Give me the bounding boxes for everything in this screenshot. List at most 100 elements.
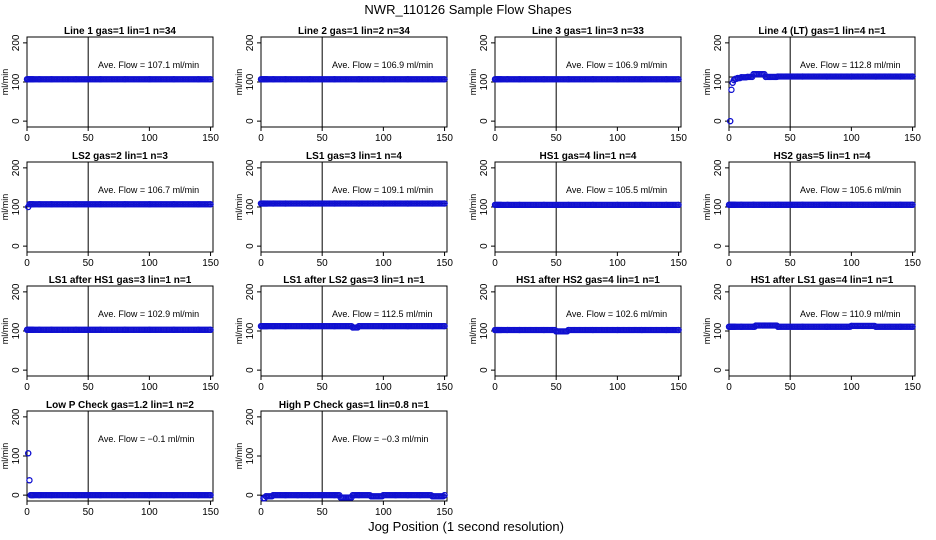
data-point xyxy=(614,201,621,208)
data-point xyxy=(331,491,338,499)
average-flow-annotation: Ave. Flow = 106.9 ml/min xyxy=(566,60,667,70)
data-point xyxy=(589,201,597,208)
data-point xyxy=(675,76,682,83)
y-tick-label: 0 xyxy=(479,367,490,373)
data-point xyxy=(774,73,782,80)
chart-panel-14: High P Check gas=1 lin=0.8 n=1 0 50 100 150 0… xyxy=(234,400,453,518)
data-point xyxy=(36,76,43,83)
data-point xyxy=(774,201,782,208)
data-point xyxy=(589,76,597,83)
data-point xyxy=(897,201,904,208)
chart-panel-6: LS1 gas=3 lin=1 n=4 0 50 100 150 0 100 200 ml/mi… xyxy=(234,151,453,269)
y-tick-label: 200 xyxy=(245,159,256,176)
data-point xyxy=(750,201,757,208)
data-point xyxy=(731,201,739,208)
x-tick-label: 150 xyxy=(436,382,453,393)
panel-grid: Line 1 gas=1 lin=1 n=34 0 50 100 150 0 100 200 m… xyxy=(0,26,921,518)
data-point xyxy=(207,326,214,333)
data-point xyxy=(738,323,745,330)
data-point xyxy=(282,322,289,330)
x-tick-label: 150 xyxy=(904,258,921,269)
x-tick-label: 0 xyxy=(24,507,30,518)
data-point xyxy=(349,491,356,499)
x-tick-label: 150 xyxy=(670,258,687,269)
data-point xyxy=(404,200,411,207)
data-point xyxy=(728,86,735,93)
average-flow-annotation: Ave. Flow = 110.9 ml/min xyxy=(800,309,900,319)
data-point xyxy=(734,74,741,82)
x-tick-label: 150 xyxy=(670,133,687,144)
chart-panel-9: LS1 after HS1 gas=3 lin=1 n=1 0 50 100 150 0 1… xyxy=(0,275,219,393)
data-point xyxy=(121,326,129,333)
y-axis-label: ml/min xyxy=(0,443,10,470)
data-point xyxy=(731,323,739,330)
data-point xyxy=(262,493,270,500)
data-point xyxy=(355,491,363,499)
panel-title: LS1 gas=3 lin=1 n=4 xyxy=(306,151,402,162)
data-point xyxy=(349,324,356,331)
data-point xyxy=(97,326,104,333)
data-point xyxy=(504,76,511,83)
average-flow-annotation: Ave. Flow = 112.8 ml/min xyxy=(800,60,900,70)
data-point xyxy=(565,201,572,208)
data-point xyxy=(404,491,411,499)
data-point xyxy=(441,322,448,330)
x-tick-label: 100 xyxy=(609,133,626,144)
x-tick-label: 50 xyxy=(83,382,95,393)
data-point xyxy=(97,76,104,83)
data-point xyxy=(36,326,43,333)
data-point xyxy=(270,322,277,330)
y-tick-label: 0 xyxy=(245,118,256,124)
x-tick-label: 150 xyxy=(436,258,453,269)
x-tick-label: 50 xyxy=(83,133,95,144)
chart-panel-10: LS1 after LS2 gas=3 lin=1 n=1 0 50 100 150 0 1… xyxy=(234,275,453,393)
y-tick-label: 200 xyxy=(11,408,22,425)
chart-panel-13: Low P Check gas=1.2 lin=1 n=2 0 50 100 150 0 1… xyxy=(0,400,219,518)
panel-title: HS1 after HS2 gas=4 lin=1 n=1 xyxy=(516,275,660,286)
y-tick-label: 100 xyxy=(479,198,490,215)
data-point xyxy=(429,200,436,207)
data-point xyxy=(392,491,399,499)
data-point xyxy=(306,322,314,330)
x-tick-label: 50 xyxy=(83,258,95,269)
x-tick-label: 0 xyxy=(492,382,498,393)
y-tick-label: 100 xyxy=(245,73,256,90)
y-tick-label: 200 xyxy=(11,34,22,51)
y-tick-label: 100 xyxy=(479,73,490,90)
y-axis-label: ml/min xyxy=(702,318,712,345)
average-flow-annotation: Ave. Flow = 106.9 ml/min xyxy=(332,60,433,70)
y-tick-label: 0 xyxy=(11,492,22,498)
data-point xyxy=(48,201,55,208)
data-point xyxy=(638,201,645,208)
data-point xyxy=(663,201,670,208)
data-point xyxy=(614,76,621,83)
chart-panel-5: LS2 gas=2 lin=1 n=3 0 50 100 150 0 100 200 ml/mi… xyxy=(0,151,219,269)
data-point xyxy=(195,76,202,83)
data-point xyxy=(540,326,548,334)
x-tick-label: 0 xyxy=(726,258,732,269)
x-tick-label: 50 xyxy=(785,133,797,144)
x-tick-label: 0 xyxy=(24,258,30,269)
y-tick-label: 100 xyxy=(245,447,256,464)
data-point xyxy=(909,201,916,208)
x-tick-label: 150 xyxy=(436,507,453,518)
data-point xyxy=(170,326,177,333)
data-point xyxy=(367,493,375,500)
y-axis-label: ml/min xyxy=(702,194,712,221)
x-tick-label: 150 xyxy=(202,258,219,269)
y-tick-label: 100 xyxy=(11,198,22,215)
data-point xyxy=(294,491,301,499)
panel-title: Line 2 gas=1 lin=2 n=34 xyxy=(298,26,410,37)
data-point xyxy=(744,73,751,81)
x-tick-label: 150 xyxy=(904,382,921,393)
data-point xyxy=(416,491,424,499)
data-point xyxy=(146,491,153,499)
data-point xyxy=(540,76,548,83)
y-tick-label: 100 xyxy=(479,322,490,339)
x-tick-label: 100 xyxy=(375,258,392,269)
y-tick-label: 0 xyxy=(245,243,256,249)
panel-title: HS1 gas=4 lin=1 n=4 xyxy=(540,151,637,162)
x-tick-label: 100 xyxy=(609,382,626,393)
data-point xyxy=(823,323,831,330)
average-flow-annotation: Ave. Flow = 105.6 ml/min xyxy=(800,185,901,195)
